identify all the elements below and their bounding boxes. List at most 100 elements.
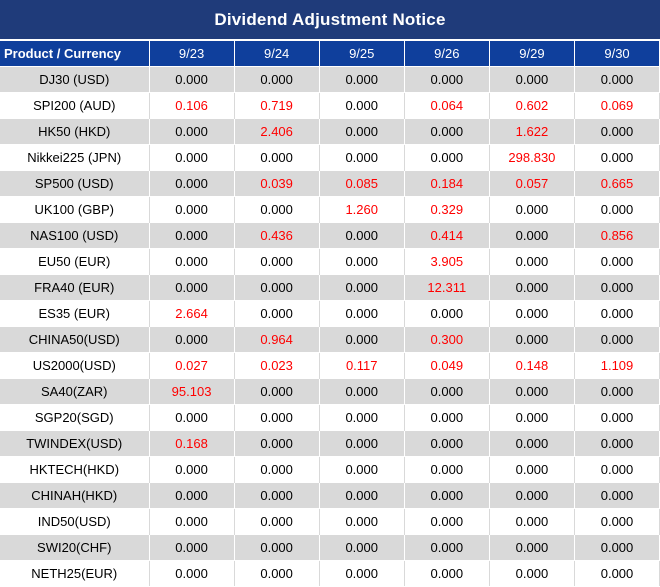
product-cell: SGP20(SGD) <box>0 404 150 431</box>
product-cell: US2000(USD) <box>0 352 150 379</box>
table-row: NETH25(EUR) 0.000 0.000 0.000 0.000 0.000 0.00… <box>0 560 660 586</box>
value-cell: 0.000 <box>149 118 235 145</box>
value-cell: 0.000 <box>404 456 490 483</box>
value-cell: 0.000 <box>234 456 320 483</box>
value-cell: 0.000 <box>149 248 235 275</box>
table-row: SPI200 (AUD) 0.106 0.719 0.000 0.064 0.602 0.0… <box>0 92 660 119</box>
product-cell: FRA40 (EUR) <box>0 274 150 301</box>
date-header: 9/30 <box>574 41 660 67</box>
value-cell: 0.000 <box>319 222 405 249</box>
value-cell: 0.719 <box>234 92 320 119</box>
value-cell: 0.000 <box>574 378 660 405</box>
value-cell: 0.000 <box>404 430 490 457</box>
product-cell: HK50 (HKD) <box>0 118 150 145</box>
value-cell: 0.000 <box>319 92 405 119</box>
value-cell: 0.000 <box>319 118 405 145</box>
product-currency-header: Product / Currency <box>0 41 150 67</box>
value-cell: 0.000 <box>149 170 235 197</box>
value-cell: 95.103 <box>149 378 235 405</box>
value-cell: 0.117 <box>319 352 405 379</box>
value-cell: 0.168 <box>149 430 235 457</box>
value-cell: 0.000 <box>574 508 660 535</box>
value-cell: 0.000 <box>489 482 575 509</box>
table-row: SP500 (USD) 0.000 0.039 0.085 0.184 0.057 0.66… <box>0 170 660 197</box>
table-row: CHINA50(USD) 0.000 0.964 0.000 0.300 0.000 0.0… <box>0 326 660 353</box>
value-cell: 0.436 <box>234 222 320 249</box>
value-cell: 0.000 <box>404 482 490 509</box>
value-cell: 0.000 <box>574 66 660 93</box>
product-cell: CHINAH(HKD) <box>0 482 150 509</box>
table-row: TWINDEX(USD) 0.168 0.000 0.000 0.000 0.000 0.0… <box>0 430 660 457</box>
value-cell: 0.057 <box>489 170 575 197</box>
value-cell: 0.000 <box>319 508 405 535</box>
value-cell: 0.085 <box>319 170 405 197</box>
value-cell: 0.000 <box>234 404 320 431</box>
value-cell: 0.000 <box>149 560 235 586</box>
value-cell: 0.329 <box>404 196 490 223</box>
table-row: SA40(ZAR) 95.103 0.000 0.000 0.000 0.000 0.000 <box>0 378 660 405</box>
product-cell: CHINA50(USD) <box>0 326 150 353</box>
value-cell: 0.000 <box>149 404 235 431</box>
value-cell: 0.000 <box>574 118 660 145</box>
value-cell: 1.109 <box>574 352 660 379</box>
table-row: HKTECH(HKD) 0.000 0.000 0.000 0.000 0.000 0.00… <box>0 456 660 483</box>
value-cell: 0.000 <box>319 404 405 431</box>
table-row: UK100 (GBP) 0.000 0.000 1.260 0.329 0.000 0.00… <box>0 196 660 223</box>
value-cell: 0.000 <box>404 300 490 327</box>
table-row: Nikkei225 (JPN) 0.000 0.000 0.000 0.000 298.8… <box>0 144 660 171</box>
value-cell: 0.000 <box>234 144 320 171</box>
value-cell: 0.000 <box>489 274 575 301</box>
value-cell: 0.000 <box>149 196 235 223</box>
table-row: CHINAH(HKD) 0.000 0.000 0.000 0.000 0.000 0.00… <box>0 482 660 509</box>
value-cell: 0.000 <box>319 378 405 405</box>
value-cell: 0.000 <box>149 482 235 509</box>
value-cell: 0.000 <box>319 326 405 353</box>
value-cell: 0.000 <box>489 222 575 249</box>
value-cell: 0.000 <box>404 560 490 586</box>
value-cell: 0.000 <box>234 378 320 405</box>
value-cell: 0.000 <box>149 508 235 535</box>
value-cell: 0.000 <box>489 456 575 483</box>
table-row: DJ30 (USD) 0.000 0.000 0.000 0.000 0.000 0.000 <box>0 66 660 93</box>
value-cell: 0.000 <box>489 404 575 431</box>
date-header: 9/26 <box>404 41 490 67</box>
product-cell: UK100 (GBP) <box>0 196 150 223</box>
value-cell: 0.000 <box>319 560 405 586</box>
value-cell: 0.000 <box>404 404 490 431</box>
value-cell: 0.000 <box>574 456 660 483</box>
table-row: FRA40 (EUR) 0.000 0.000 0.000 12.311 0.000 0.0… <box>0 274 660 301</box>
value-cell: 0.000 <box>234 560 320 586</box>
value-cell: 0.000 <box>574 326 660 353</box>
table-row: IND50(USD) 0.000 0.000 0.000 0.000 0.000 0.000 <box>0 508 660 535</box>
value-cell: 0.069 <box>574 92 660 119</box>
value-cell: 0.000 <box>319 430 405 457</box>
value-cell: 0.000 <box>489 248 575 275</box>
value-cell: 0.000 <box>574 144 660 171</box>
value-cell: 0.000 <box>319 248 405 275</box>
value-cell: 0.000 <box>319 482 405 509</box>
notice-title: Dividend Adjustment Notice <box>0 0 660 41</box>
value-cell: 1.622 <box>489 118 575 145</box>
value-cell: 0.027 <box>149 352 235 379</box>
product-cell: HKTECH(HKD) <box>0 456 150 483</box>
value-cell: 0.000 <box>149 222 235 249</box>
header-row: Product / Currency 9/23 9/24 9/25 9/26 9… <box>0 41 660 67</box>
product-cell: EU50 (EUR) <box>0 248 150 275</box>
value-cell: 0.184 <box>404 170 490 197</box>
value-cell: 2.406 <box>234 118 320 145</box>
value-cell: 1.260 <box>319 196 405 223</box>
value-cell: 0.000 <box>574 560 660 586</box>
value-cell: 0.000 <box>489 300 575 327</box>
value-cell: 0.000 <box>149 66 235 93</box>
value-cell: 0.000 <box>489 196 575 223</box>
value-cell: 0.000 <box>234 430 320 457</box>
value-cell: 0.000 <box>574 430 660 457</box>
dividend-table: Product / Currency 9/23 9/24 9/25 9/26 9… <box>0 41 660 586</box>
value-cell: 0.000 <box>574 482 660 509</box>
value-cell: 0.000 <box>574 534 660 561</box>
value-cell: 0.856 <box>574 222 660 249</box>
value-cell: 0.000 <box>404 66 490 93</box>
value-cell: 0.000 <box>234 248 320 275</box>
date-header: 9/24 <box>234 41 320 67</box>
